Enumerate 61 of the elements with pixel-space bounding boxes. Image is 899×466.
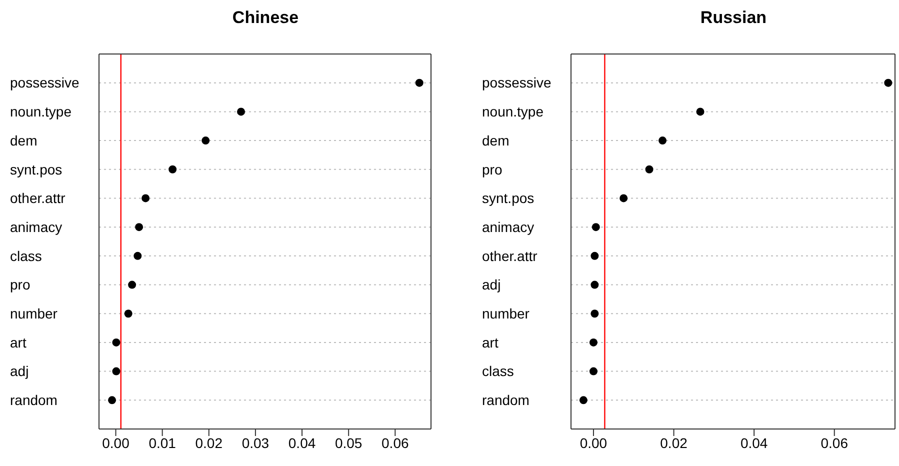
y-tick-label: random <box>10 392 58 408</box>
point <box>589 338 598 346</box>
point <box>658 136 667 145</box>
y-tick-label: adj <box>10 363 29 380</box>
y-tick-label: animacy <box>10 218 62 235</box>
y-tick-label: pro <box>482 161 502 178</box>
point <box>592 223 600 232</box>
point <box>135 223 144 232</box>
x-tick-label: 0.06 <box>820 434 848 451</box>
point <box>884 78 892 87</box>
y-tick-label: adj <box>482 276 501 293</box>
y-tick-label: possessive <box>482 74 552 91</box>
y-tick-label: random <box>482 392 530 408</box>
point <box>108 396 116 404</box>
y-tick-label: synt.pos <box>482 190 534 206</box>
point <box>202 136 210 145</box>
y-tick-label: art <box>10 334 26 350</box>
y-tick-label: noun.type <box>482 104 544 120</box>
point <box>590 252 599 260</box>
x-tick-label: 0.03 <box>242 434 270 451</box>
point <box>415 78 424 87</box>
y-tick-label: class <box>482 363 514 380</box>
point <box>620 194 628 202</box>
y-tick-label: animacy <box>482 218 534 235</box>
chart-title: Chinese <box>231 8 300 28</box>
x-tick-label: 0.02 <box>660 434 688 451</box>
y-tick-label: noun.type <box>10 104 72 120</box>
point <box>112 338 120 346</box>
y-tick-label: synt.pos <box>10 161 62 178</box>
point <box>696 108 704 116</box>
point <box>589 367 598 376</box>
y-tick-label: number <box>10 306 58 322</box>
x-tick-label: 0.06 <box>382 434 409 451</box>
point <box>168 165 177 174</box>
point <box>237 108 246 116</box>
point <box>128 280 136 289</box>
y-tick-label: other.attr <box>10 190 66 206</box>
y-tick-label: art <box>482 334 498 350</box>
chart-title: Russian <box>699 8 768 28</box>
point <box>590 280 599 289</box>
x-tick-label: 0.05 <box>334 434 362 451</box>
y-tick-label: other.attr <box>482 248 538 264</box>
point <box>112 367 120 376</box>
y-tick-label: number <box>482 306 530 322</box>
x-tick-label: 0.01 <box>148 434 176 451</box>
point <box>645 165 654 174</box>
y-tick-label: dem <box>482 132 510 148</box>
x-tick-label: 0.02 <box>195 434 223 451</box>
y-tick-label: dem <box>10 132 38 148</box>
x-tick-label: 0.00 <box>102 434 130 451</box>
x-tick-label: 0.04 <box>740 434 768 451</box>
x-tick-label: 0.04 <box>288 434 316 451</box>
point <box>134 252 142 260</box>
point <box>142 194 150 202</box>
y-tick-label: class <box>10 248 42 264</box>
y-tick-label: pro <box>10 276 30 293</box>
x-tick-label: 0.00 <box>580 434 608 451</box>
point <box>590 310 599 318</box>
point <box>579 396 588 404</box>
point <box>124 310 132 318</box>
y-tick-label: possessive <box>10 74 80 91</box>
